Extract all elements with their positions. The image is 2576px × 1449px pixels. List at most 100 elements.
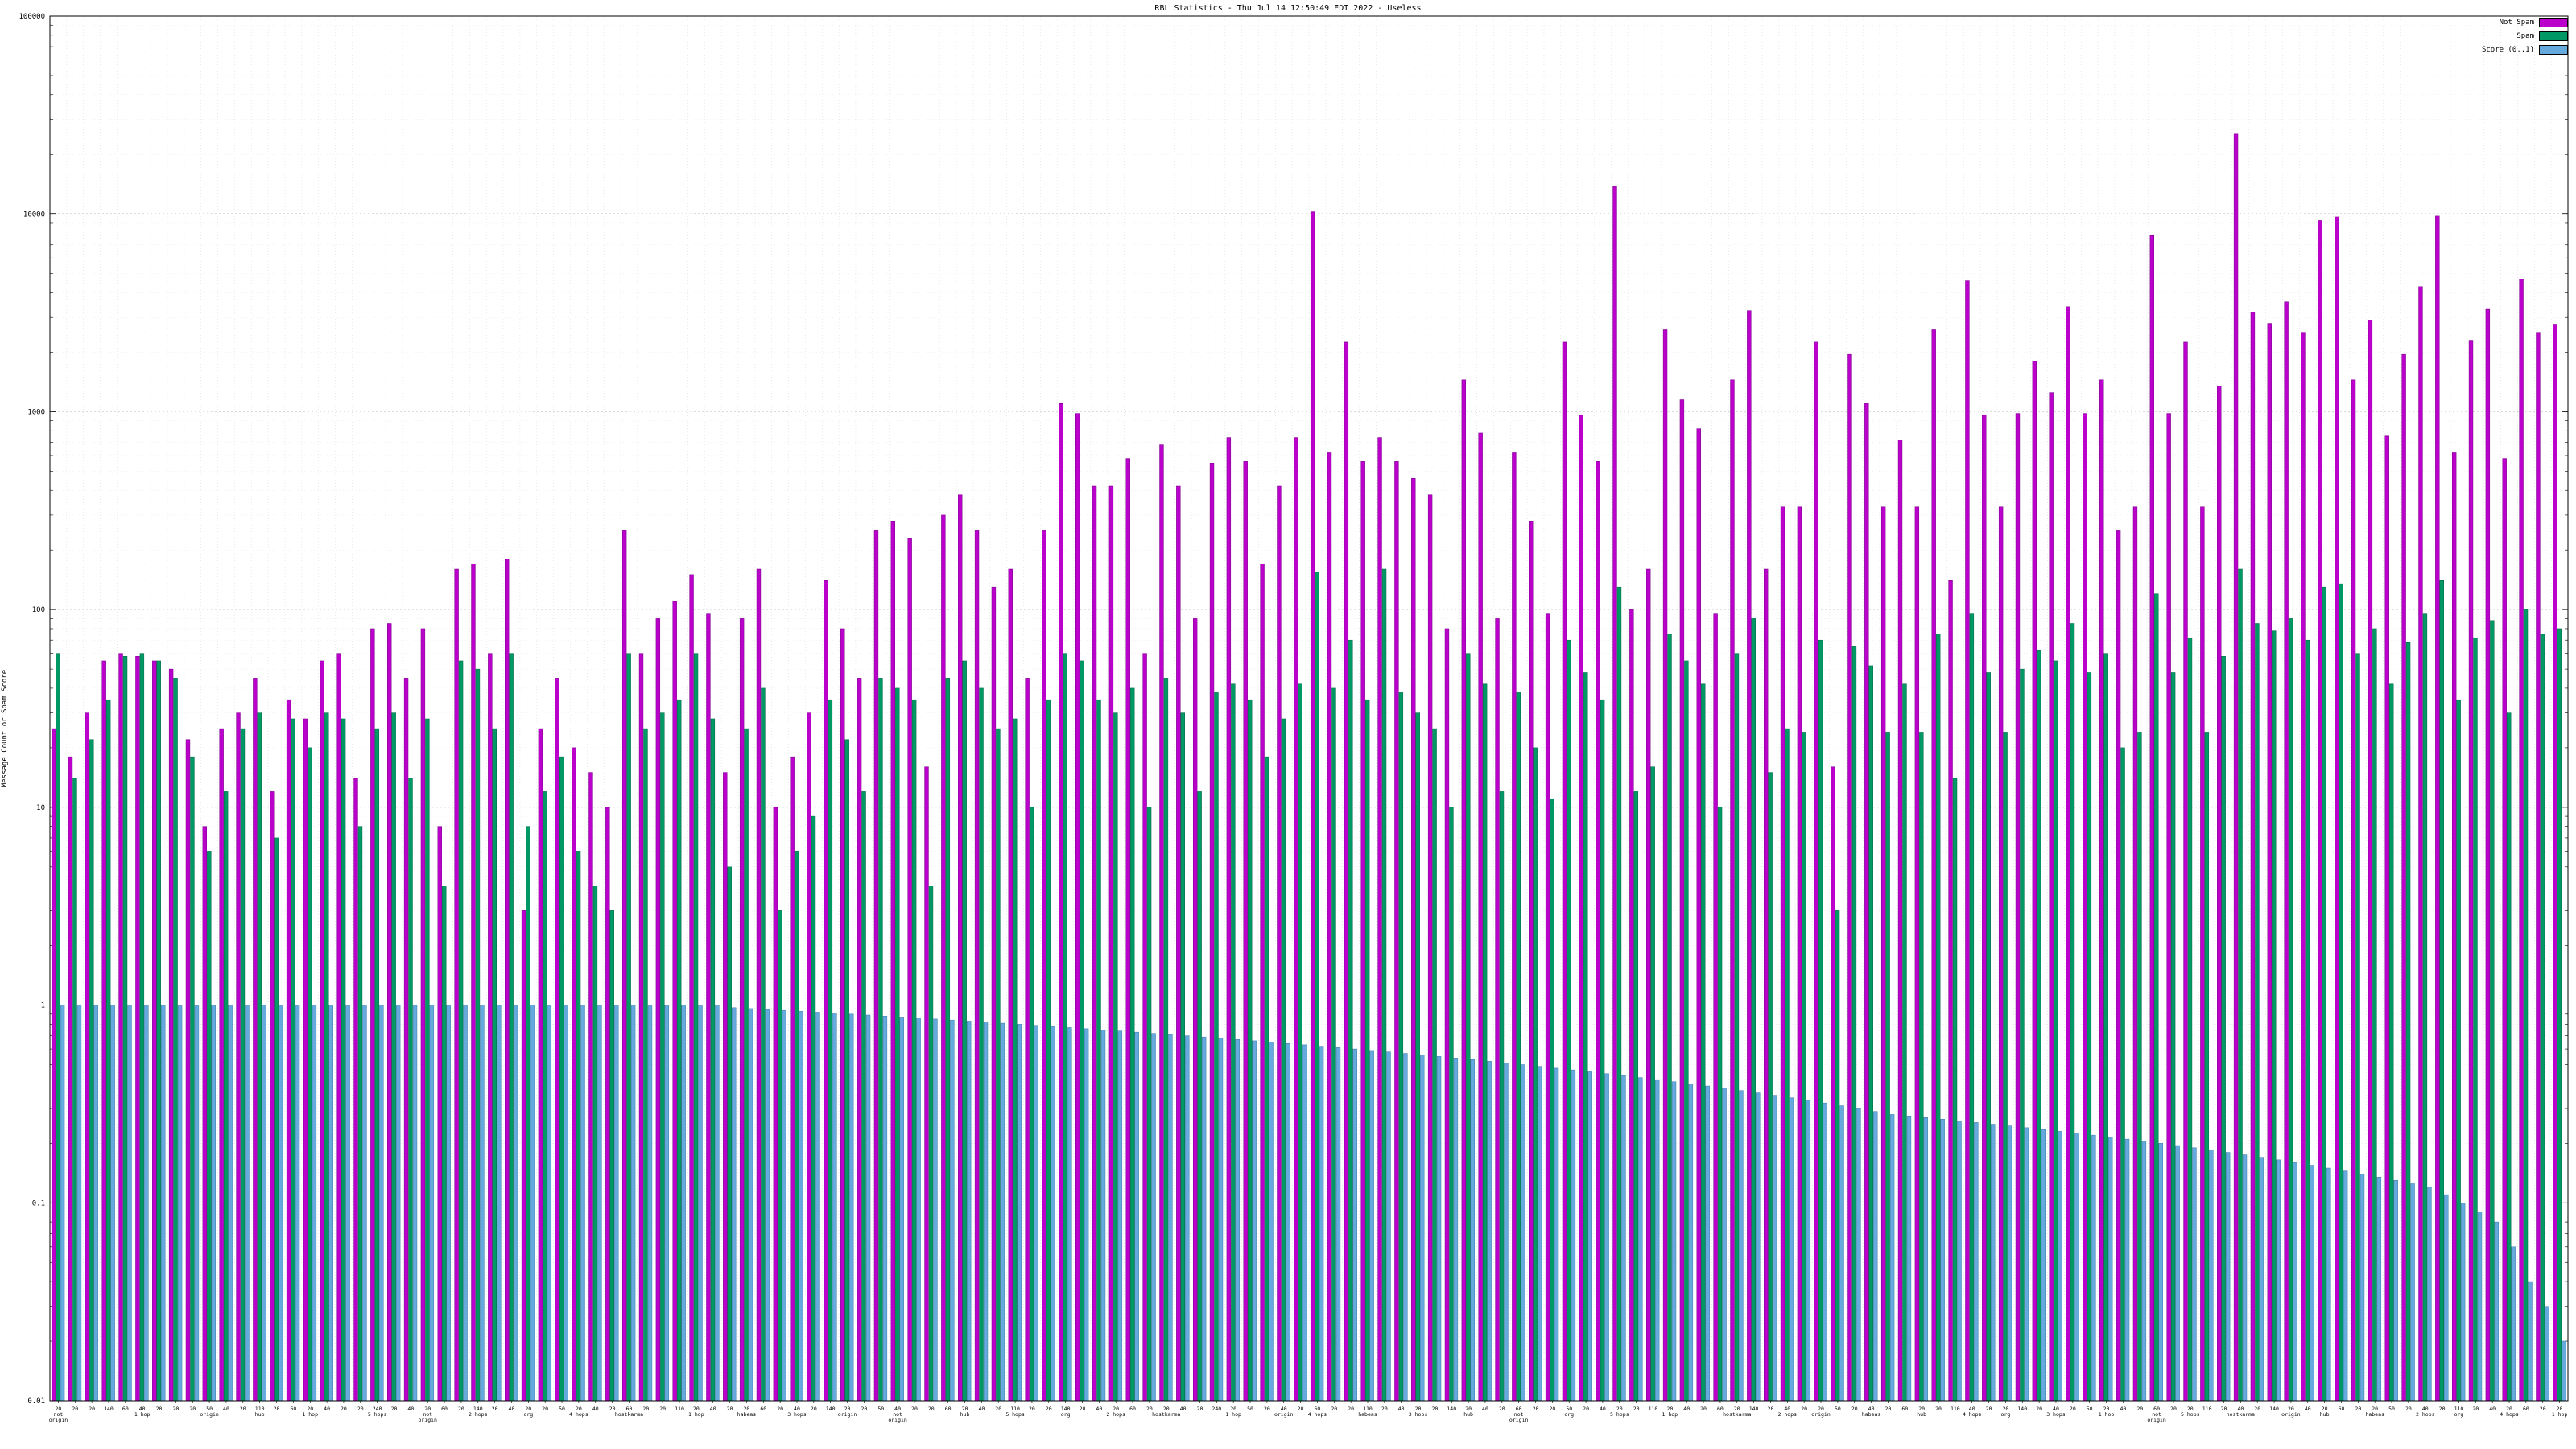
bar-spam	[576, 851, 581, 1402]
bar-not-spam	[1529, 521, 1534, 1402]
bar-spam	[2137, 732, 2142, 1402]
bar-spam	[1281, 718, 1286, 1402]
x-tick-label: 20	[2540, 1406, 2546, 1412]
bar-score-0-1-	[2192, 1147, 2197, 1402]
x-tick-label: 40	[1398, 1406, 1405, 1412]
bar-not-spam	[1294, 437, 1298, 1402]
bar-not-spam	[1831, 766, 1835, 1402]
bar-score-0-1-	[480, 1005, 485, 1402]
x-tick-label: 20	[1499, 1406, 1505, 1412]
bar-not-spam	[1025, 678, 1030, 1402]
x-tick-label: 40 habeas	[1862, 1406, 1881, 1418]
x-tick-label: 20	[274, 1406, 280, 1412]
bar-not-spam	[672, 601, 677, 1402]
bar-not-spam	[1713, 613, 1718, 1402]
bar-spam	[2540, 634, 2545, 1402]
x-tick-label: 20	[911, 1406, 918, 1412]
bar-not-spam	[924, 766, 929, 1402]
bar-spam	[2154, 593, 2159, 1402]
x-tick-label: 20 hub	[960, 1406, 970, 1418]
x-tick-label: 20	[1583, 1406, 1589, 1412]
bar-not-spam	[807, 712, 811, 1402]
bar-score-0-1-	[865, 1014, 871, 1402]
x-tick-label: 140 2 hops	[469, 1406, 488, 1418]
bar-not-spam	[2183, 341, 2188, 1402]
x-tick-label: 40	[2305, 1406, 2311, 1412]
bar-not-spam	[1192, 618, 1198, 1402]
bar-spam	[1616, 586, 1622, 1402]
bar-score-0-1-	[1470, 1059, 1475, 1402]
x-tick-label: 50 org	[1564, 1406, 1574, 1418]
bar-score-0-1-	[60, 1005, 65, 1402]
bar-score-0-1-	[748, 1008, 753, 1402]
x-tick-label: 20	[1298, 1406, 1304, 1412]
bar-not-spam	[1579, 415, 1583, 1402]
bar-not-spam	[2519, 279, 2524, 1402]
bar-spam	[475, 668, 481, 1402]
bar-not-spam	[1982, 415, 1987, 1402]
bar-not-spam	[387, 623, 392, 1402]
bar-not-spam	[1394, 461, 1399, 1402]
bar-score-0-1-	[1286, 1042, 1290, 1402]
x-tick-label: 20	[2439, 1406, 2446, 1412]
bar-spam	[2070, 623, 2075, 1402]
bar-spam	[794, 851, 799, 1402]
bar-not-spam	[1914, 506, 1920, 1402]
bar-spam	[2272, 630, 2277, 1402]
bar-not-spam	[1176, 485, 1181, 1402]
x-tick-label: 140	[104, 1406, 114, 1412]
bar-not-spam	[420, 628, 426, 1402]
bar-spam	[1214, 692, 1219, 1402]
x-tick-label: 20 2 hops	[1106, 1406, 1125, 1418]
bar-score-0-1-	[916, 1018, 921, 1402]
x-tick-label: 20	[1549, 1406, 1555, 1412]
x-tick-label: 20	[492, 1406, 498, 1412]
bar-not-spam	[403, 678, 409, 1402]
x-tick-label: 20 1 hop	[1225, 1406, 1241, 1418]
bar-spam	[2490, 620, 2495, 1402]
bar-spam	[357, 826, 363, 1402]
bar-score-0-1-	[110, 1005, 115, 1402]
bar-spam	[341, 718, 346, 1402]
bar-spam	[2170, 672, 2176, 1402]
x-tick-label: 50	[559, 1406, 565, 1412]
bar-not-spam	[118, 653, 123, 1402]
bar-spam	[509, 653, 514, 1402]
x-tick-label: 60	[441, 1406, 448, 1412]
x-tick-label: 20	[172, 1406, 179, 1412]
x-tick-label: 20	[189, 1406, 196, 1412]
bar-spam	[811, 815, 816, 1402]
x-tick-label: 20 not origin	[49, 1406, 68, 1423]
x-tick-label: 40	[2120, 1406, 2126, 1412]
bar-score-0-1-	[1067, 1027, 1072, 1402]
x-tick-label: 20 5 hops	[1610, 1406, 1629, 1418]
x-tick-label: 20	[1381, 1406, 1388, 1412]
bar-spam	[1348, 639, 1353, 1402]
bar-score-0-1-	[698, 1005, 703, 1402]
bar-spam	[1633, 791, 1639, 1402]
bar-spam	[72, 778, 77, 1402]
x-tick-label: 20	[2472, 1406, 2479, 1412]
bar-score-0-1-	[2242, 1154, 2248, 1402]
bar-score-0-1-	[1487, 1061, 1492, 1402]
bar-score-0-1-	[1621, 1075, 1626, 1402]
bar-spam	[2204, 732, 2210, 1402]
bar-score-0-1-	[211, 1005, 216, 1402]
x-tick-label: 60 hostkarma	[615, 1406, 643, 1418]
bar-not-spam	[1679, 399, 1685, 1402]
bar-score-0-1-	[2058, 1131, 2062, 1402]
bar-spam	[1029, 807, 1034, 1402]
bar-not-spam	[152, 660, 157, 1402]
x-tick-label: 20	[1852, 1406, 1858, 1412]
x-tick-label: 40 hostkarma	[2227, 1406, 2255, 1418]
bar-score-0-1-	[1436, 1056, 1442, 1402]
bar-not-spam	[1411, 478, 1416, 1402]
bar-not-spam	[572, 747, 576, 1402]
bar-score-0-1-	[564, 1005, 568, 1402]
bar-spam	[223, 791, 229, 1402]
bar-score-0-1-	[1051, 1026, 1055, 1402]
bar-score-0-1-	[1084, 1028, 1089, 1402]
bar-score-0-1-	[1823, 1102, 1827, 1402]
bar-not-spam	[2351, 379, 2356, 1402]
bar-spam	[1768, 772, 1773, 1402]
